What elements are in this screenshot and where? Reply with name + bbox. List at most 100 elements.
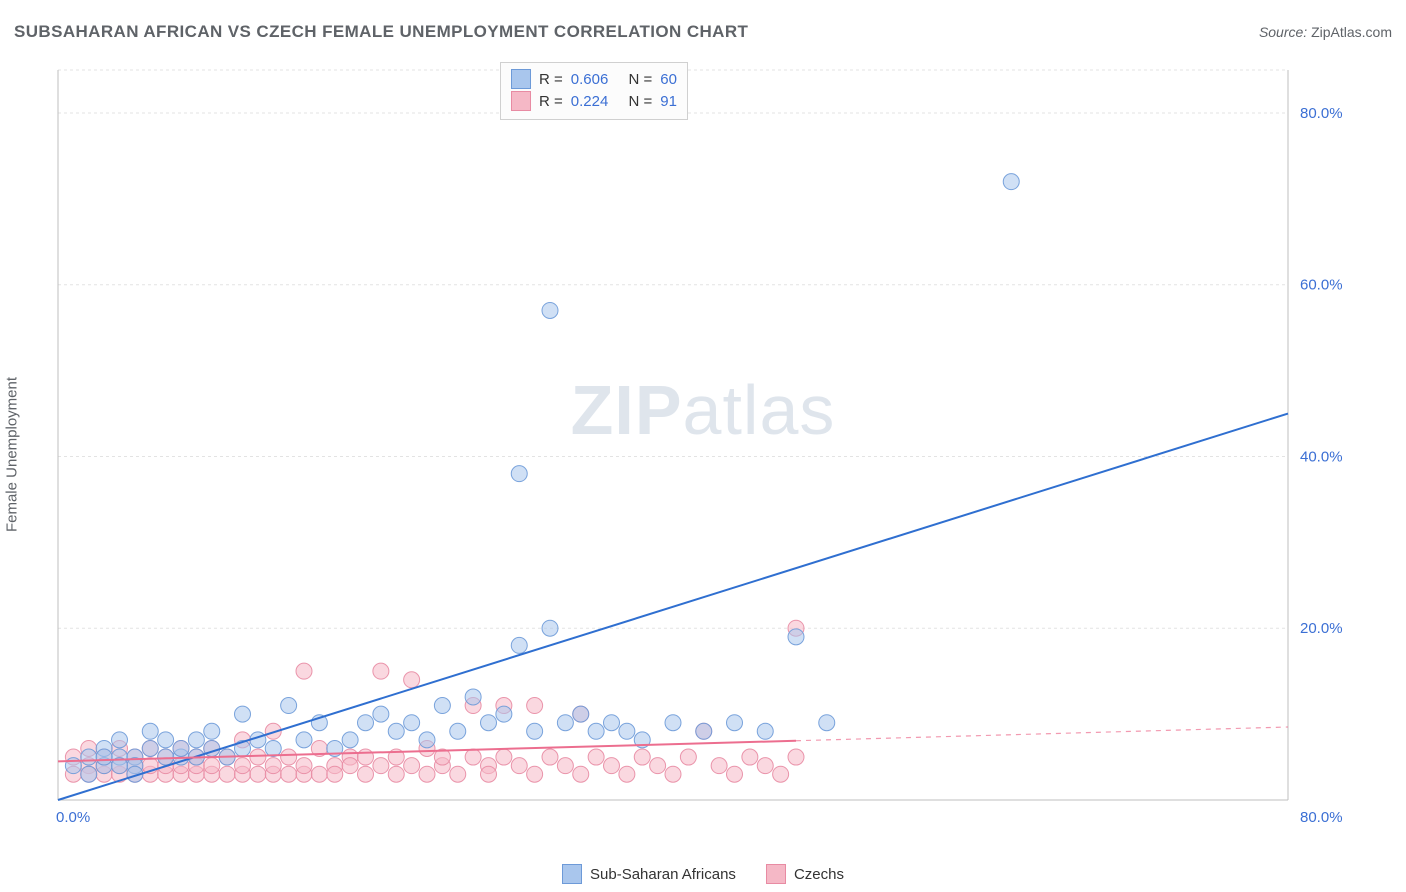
scatter-point	[481, 715, 497, 731]
scatter-point	[450, 766, 466, 782]
scatter-point	[557, 758, 573, 774]
scatter-point	[527, 723, 543, 739]
scatter-point	[588, 723, 604, 739]
scatter-point	[342, 732, 358, 748]
scatter-point	[81, 749, 97, 765]
stats-r-label: R =	[539, 71, 563, 88]
scatter-point	[204, 723, 220, 739]
scatter-point	[527, 766, 543, 782]
scatter-point	[358, 766, 374, 782]
scatter-point	[634, 749, 650, 765]
stats-row: R = 0.606 N = 60	[511, 69, 677, 89]
scatter-point	[481, 766, 497, 782]
source-value: ZipAtlas.com	[1311, 24, 1392, 40]
scatter-chart: 20.0%40.0%60.0%80.0%0.0%80.0%	[48, 60, 1358, 830]
stats-r-value: 0.606	[571, 71, 609, 88]
trend-line-dashed	[796, 727, 1288, 741]
legend-swatch-subsaharan	[562, 864, 582, 884]
scatter-point	[404, 672, 420, 688]
scatter-point	[573, 766, 589, 782]
scatter-point	[557, 715, 573, 731]
scatter-point	[619, 723, 635, 739]
scatter-point	[173, 740, 189, 756]
scatter-point	[465, 749, 481, 765]
source-label: Source:	[1259, 24, 1307, 40]
scatter-point	[542, 620, 558, 636]
scatter-point	[342, 758, 358, 774]
legend-swatch-czech	[766, 864, 786, 884]
y-tick-label: 40.0%	[1300, 448, 1343, 465]
scatter-point	[373, 758, 389, 774]
y-tick-label: 60.0%	[1300, 277, 1343, 294]
scatter-point	[358, 715, 374, 731]
scatter-point	[588, 749, 604, 765]
scatter-point	[296, 758, 312, 774]
chart-title: SUBSAHARAN AFRICAN VS CZECH FEMALE UNEMP…	[14, 22, 748, 42]
scatter-point	[296, 732, 312, 748]
stats-r-label: R =	[539, 93, 563, 110]
scatter-point	[650, 758, 666, 774]
x-origin-label: 0.0%	[56, 809, 90, 826]
scatter-point	[235, 758, 251, 774]
scatter-point	[112, 732, 128, 748]
scatter-point	[404, 715, 420, 731]
scatter-point	[665, 766, 681, 782]
legend-item-czech: Czechs	[766, 864, 844, 884]
scatter-point	[604, 715, 620, 731]
scatter-point	[496, 749, 512, 765]
scatter-point	[819, 715, 835, 731]
scatter-point	[419, 766, 435, 782]
stats-r-value: 0.224	[571, 93, 609, 110]
scatter-point	[219, 766, 235, 782]
stats-n-label: N =	[628, 93, 652, 110]
scatter-point	[388, 723, 404, 739]
scatter-point	[265, 758, 281, 774]
scatter-point	[511, 637, 527, 653]
scatter-point	[81, 766, 97, 782]
scatter-point	[573, 706, 589, 722]
scatter-point	[496, 706, 512, 722]
scatter-point	[788, 749, 804, 765]
source: Source: ZipAtlas.com	[1259, 24, 1392, 40]
scatter-point	[727, 766, 743, 782]
stats-swatch-czech	[511, 91, 531, 111]
scatter-point	[158, 749, 174, 765]
scatter-point	[511, 758, 527, 774]
stats-row: R = 0.224 N = 91	[511, 91, 677, 111]
scatter-point	[665, 715, 681, 731]
stats-swatch-subsaharan	[511, 69, 531, 89]
scatter-point	[158, 732, 174, 748]
scatter-point	[265, 740, 281, 756]
scatter-point	[419, 732, 435, 748]
scatter-point	[757, 723, 773, 739]
scatter-point	[142, 740, 158, 756]
scatter-point	[311, 766, 327, 782]
trend-line	[58, 414, 1288, 800]
legend-label: Czechs	[794, 866, 844, 883]
scatter-point	[742, 749, 758, 765]
legend-label: Sub-Saharan Africans	[590, 866, 736, 883]
scatter-point	[727, 715, 743, 731]
scatter-point	[527, 698, 543, 714]
scatter-point	[680, 749, 696, 765]
legend-item-subsaharan: Sub-Saharan Africans	[562, 864, 736, 884]
scatter-point	[250, 749, 266, 765]
scatter-point	[281, 766, 297, 782]
y-tick-label: 80.0%	[1300, 105, 1343, 122]
scatter-point	[204, 758, 220, 774]
scatter-point	[373, 706, 389, 722]
stats-n-label: N =	[628, 71, 652, 88]
scatter-point	[511, 466, 527, 482]
scatter-point	[1003, 174, 1019, 190]
scatter-point	[327, 766, 343, 782]
scatter-point	[188, 732, 204, 748]
scatter-point	[388, 766, 404, 782]
scatter-point	[142, 723, 158, 739]
scatter-point	[757, 758, 773, 774]
scatter-point	[788, 629, 804, 645]
scatter-point	[465, 689, 481, 705]
scatter-point	[773, 766, 789, 782]
scatter-point	[296, 663, 312, 679]
legend: Sub-Saharan Africans Czechs	[0, 864, 1406, 884]
scatter-point	[450, 723, 466, 739]
